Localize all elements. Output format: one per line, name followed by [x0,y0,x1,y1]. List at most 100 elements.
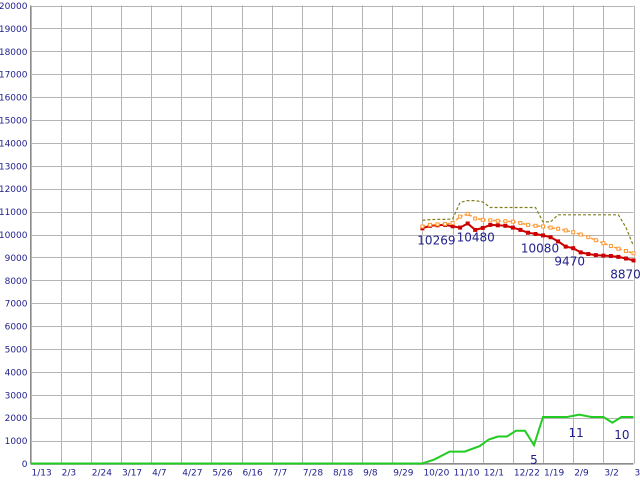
series-marker-primary-dark-red [624,256,628,261]
series-layer [30,200,636,465]
series-marker-secondary-orange [443,222,448,226]
data-label-10480: 10480 [457,231,495,245]
series-marker-secondary-orange [616,246,621,251]
y-tick-label: 5000 [5,346,28,356]
series-marker-primary-dark-red [510,225,515,230]
series-marker-secondary-orange [488,218,493,223]
x-tick-label: 1/13 [32,469,52,479]
x-tick-label: 3/23 [635,469,640,479]
series-marker-secondary-orange [428,222,432,227]
y-tick-label: 3000 [5,391,28,401]
x-tick-label: 12/22 [514,469,540,479]
x-tick-label: 9/29 [393,469,413,479]
series-line-volume-green [30,413,634,465]
series-marker-primary-dark-red [473,227,478,232]
series-marker-primary-dark-red [488,222,493,227]
data-label-11: 11 [569,426,584,440]
x-tick-label: 2/24 [92,469,112,479]
series-marker-secondary-orange [526,222,530,227]
x-tick-label: 3/17 [122,469,142,479]
y-tick-label: 17000 [0,71,28,81]
data-label-8870: 8870 [610,267,640,281]
series-marker-primary-dark-red [556,239,561,244]
series-marker-secondary-orange [631,251,636,256]
x-tick-label: 5/26 [212,469,232,479]
x-tick-label: 11/10 [454,469,480,479]
series-marker-secondary-orange [548,225,553,230]
series-marker-secondary-orange [578,232,583,237]
series-marker-primary-dark-red [608,254,613,258]
y-tick-label: 13000 [0,162,28,172]
series-marker-secondary-orange [518,221,523,225]
series-marker-primary-dark-red [495,223,500,228]
y-tick-label: 19000 [0,25,28,35]
y-tick-label: 15000 [0,117,28,127]
series-marker-secondary-orange [593,238,598,243]
x-tick-label: 8/18 [333,469,353,479]
y-tick-label: 12000 [0,185,28,195]
series-marker-primary-dark-red [571,246,576,251]
series-marker-primary-dark-red [480,225,485,230]
series-marker-primary-dark-red [586,252,591,256]
y-tick-label: 2000 [5,414,28,424]
series-marker-primary-dark-red [458,225,463,230]
series-marker-primary-dark-red [533,232,538,236]
y-tick-label: 18000 [0,48,28,58]
series-marker-secondary-orange [473,216,478,221]
series-marker-secondary-orange [624,249,628,253]
data-label-5: 5 [530,453,538,467]
x-tick-label: 2/9 [574,469,589,479]
series-marker-primary-dark-red [616,254,621,259]
series-marker-secondary-orange [601,241,606,246]
x-tick-label: 7/7 [273,469,287,479]
y-tick-label: 16000 [0,94,28,104]
series-marker-secondary-orange [480,217,485,222]
series-marker-secondary-orange [495,218,500,223]
data-label-10080: 10080 [521,242,559,256]
series-marker-secondary-orange [450,221,455,225]
series-marker-secondary-orange [435,222,440,227]
series-marker-secondary-orange [458,214,463,219]
y-tick-label: 14000 [0,139,28,149]
grid-layer [30,5,635,465]
y-tick-label: 10000 [0,231,28,241]
series-marker-primary-dark-red [548,235,553,240]
data-label-10269: 10269 [417,233,455,247]
y-tick-label: 9000 [5,254,28,264]
y-tick-label: 11000 [0,208,28,218]
y-tick-label: 7000 [5,300,28,310]
series-marker-primary-dark-red [465,221,470,226]
y-tick-label: 1000 [5,437,28,447]
series-marker-primary-dark-red [526,230,530,235]
series-marker-primary-dark-red [541,233,545,238]
x-tick-label: 10/20 [423,469,449,479]
x-tick-label: 4/7 [152,469,166,479]
y-tick-label: 20000 [0,2,28,12]
x-tick-label: 2/3 [62,469,76,479]
series-marker-primary-dark-red [503,223,508,228]
series-marker-secondary-orange [541,224,545,229]
series-line-tertiary-olive [422,200,635,247]
x-tick-label: 12/1 [484,469,504,479]
series-marker-primary-dark-red [578,250,583,255]
series-marker-primary-dark-red [631,258,636,263]
y-axis-tick-labels: 0 1000 2000 3000 4000 5000 6000 7000 8000 9000 100… [0,2,28,470]
x-tick-label: 7/28 [303,469,323,479]
x-tick-label: 3/2 [604,469,618,479]
y-tick-label: 8000 [5,277,28,287]
series-marker-secondary-orange [556,226,561,231]
y-tick-label: 4000 [5,368,28,378]
series-marker-secondary-orange [503,219,508,224]
series-marker-secondary-orange [420,224,425,229]
series-marker-primary-dark-red [518,227,523,232]
series-marker-primary-dark-red [450,224,455,229]
data-label-9470: 9470 [554,255,585,269]
x-tick-label: 1/19 [544,469,564,479]
series-marker-primary-dark-red [563,244,568,249]
series-marker-primary-dark-red [593,253,598,258]
series-marker-secondary-orange [563,228,568,233]
x-axis-tick-labels: 1/13 2/3 2/24 3/17 4/7 4/27 5/26 6/16 7/7 7/28 8/1… [32,469,640,479]
